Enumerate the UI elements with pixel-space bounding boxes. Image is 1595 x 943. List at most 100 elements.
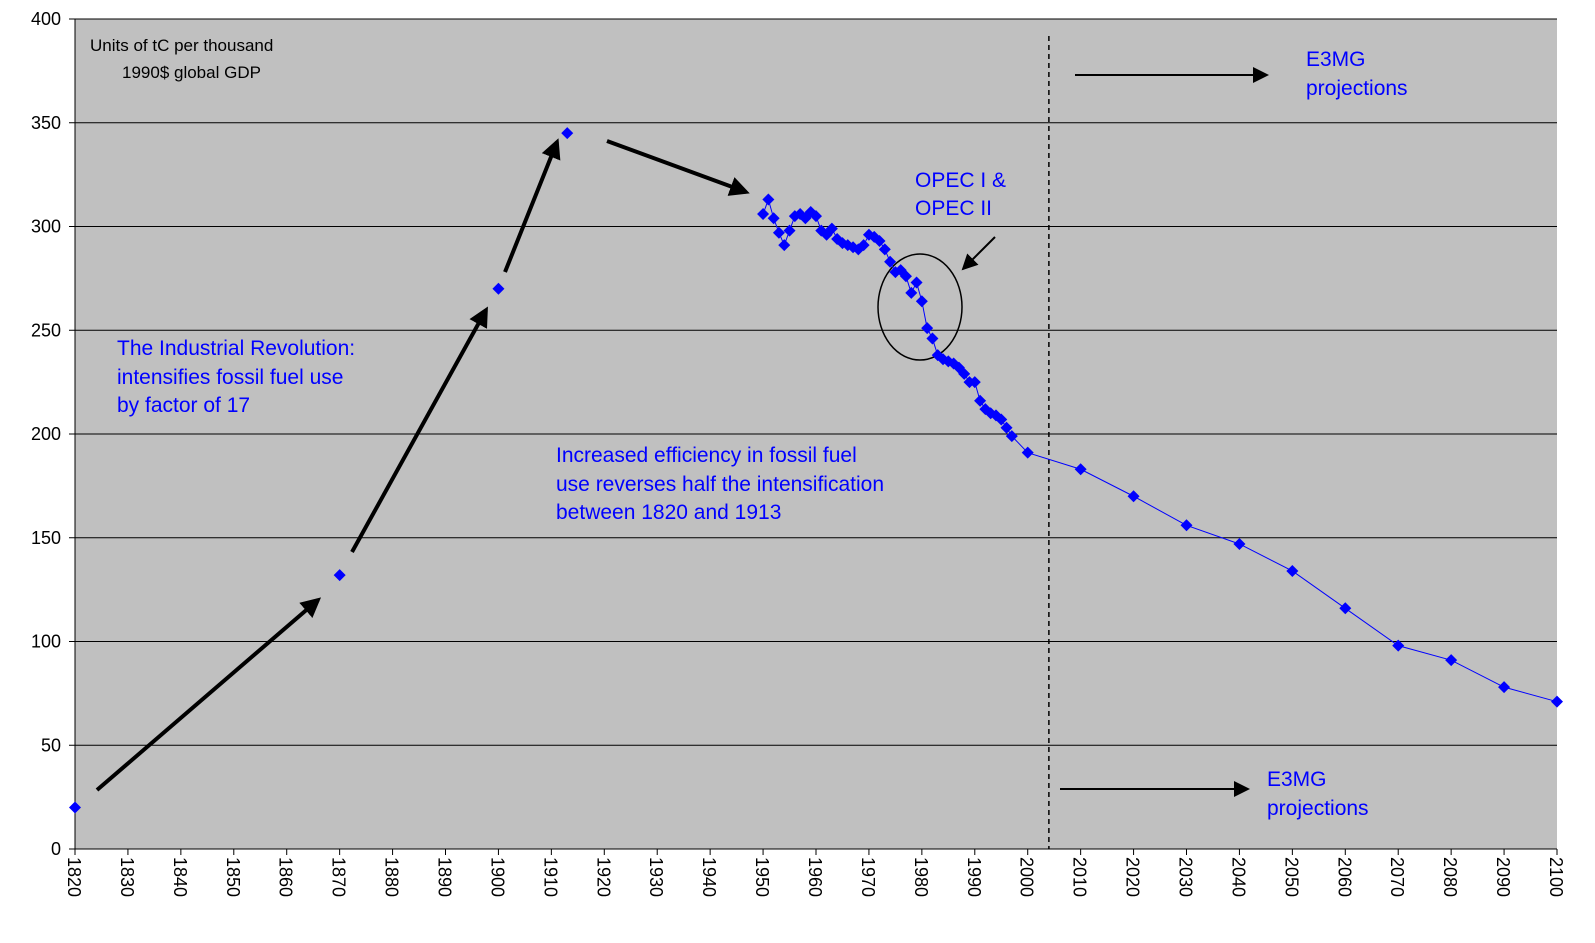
annotations: Units of tC per thousand 1990$ global GD… (90, 36, 1408, 820)
y-tick-label: 200 (31, 424, 61, 444)
data-point (884, 255, 897, 268)
y-tick-label: 0 (51, 839, 61, 859)
data-point (905, 286, 918, 299)
data-point (757, 208, 770, 221)
x-tick-label: 2030 (1176, 857, 1196, 897)
data-point (561, 127, 574, 140)
x-tick-label: 2100 (1546, 857, 1566, 897)
annotation: between 1820 and 1913 (556, 501, 781, 524)
data-point (958, 367, 971, 380)
annotation: intensifies fossil fuel use (117, 366, 343, 389)
arrow (350, 306, 488, 553)
x-tick-label: 1900 (487, 857, 507, 897)
data-point (915, 295, 928, 308)
data-point (995, 413, 1008, 426)
x-tick-label: 1990 (964, 857, 984, 897)
data-point (778, 239, 791, 252)
x-tick-label: 1870 (329, 857, 349, 897)
data-point (1498, 681, 1511, 694)
annotation: use reverses half the intensification (556, 473, 884, 496)
data-point (1233, 537, 1246, 550)
arrow (95, 597, 322, 792)
data-point (921, 322, 934, 335)
x-tick-label: 2020 (1123, 857, 1143, 897)
data-point (333, 569, 346, 582)
data-point (1339, 602, 1352, 615)
data-point (1127, 490, 1140, 503)
series-layer (69, 127, 1563, 814)
x-tick-label: 1830 (117, 857, 137, 897)
data-point (825, 222, 838, 235)
x-tick-label: 1940 (699, 857, 719, 897)
data-point (783, 224, 796, 237)
x-tick-label: 1970 (858, 857, 878, 897)
y-tick-label: 100 (31, 632, 61, 652)
annotation: E3MG (1267, 768, 1327, 791)
data-point (767, 212, 780, 225)
data-point (878, 243, 891, 256)
x-tick-label: 2000 (1017, 857, 1037, 897)
x-tick-label: 1980 (911, 857, 931, 897)
x-tick-label: 2090 (1493, 857, 1513, 897)
data-point (1180, 519, 1193, 532)
x-tick-label: 1820 (64, 857, 84, 897)
y-tick-label: 300 (31, 217, 61, 237)
y-tick-label: 400 (31, 9, 61, 29)
x-tick-label: 1890 (435, 857, 455, 897)
grid: 0 50 100 150 200 250 300 350 400 1820 1830 1840 1850… (31, 9, 1566, 897)
x-tick-label: 2070 (1387, 857, 1407, 897)
data-point (1021, 446, 1034, 459)
x-tick-label: 1950 (752, 857, 772, 897)
y-tick-label: 150 (31, 528, 61, 548)
data-point (1445, 654, 1458, 667)
annotation: Units of tC per thousand (90, 36, 273, 55)
annotation: 1990$ global GDP (122, 63, 261, 82)
data-point (772, 226, 785, 239)
annotation: projections (1267, 797, 1369, 820)
arrow (961, 236, 996, 271)
data-point (1005, 430, 1018, 443)
arrow (503, 138, 561, 273)
annotation: OPEC II (915, 197, 992, 220)
data-point (926, 332, 939, 345)
data-point (899, 270, 912, 283)
x-tick-label: 1850 (223, 857, 243, 897)
y-tick-label: 250 (31, 320, 61, 340)
data-point (857, 239, 870, 252)
opec-circle (877, 253, 963, 361)
data-point (974, 394, 987, 407)
data-point (1392, 639, 1405, 652)
x-tick-label: 1910 (540, 857, 560, 897)
data-point (69, 801, 81, 814)
y-tick-label: 350 (31, 113, 61, 133)
annotation: by factor of 17 (117, 394, 250, 417)
x-tick-label: 1920 (593, 857, 613, 897)
annotation: projections (1306, 77, 1408, 100)
annotation: E3MG (1306, 48, 1366, 71)
x-tick-label: 2040 (1228, 857, 1248, 897)
data-point (762, 193, 775, 206)
data-point (492, 282, 505, 295)
data-point (1551, 695, 1563, 708)
annotation: The Industrial Revolution: (117, 337, 355, 360)
data-point (1074, 463, 1087, 476)
annotation: Increased efficiency in fossil fuel (556, 444, 857, 467)
x-tick-label: 1930 (646, 857, 666, 897)
x-tick-label: 2080 (1440, 857, 1460, 897)
data-point (810, 210, 822, 223)
data-point (873, 235, 886, 248)
x-tick-label: 2050 (1281, 857, 1301, 897)
annotation: OPEC I & (915, 169, 1006, 192)
data-point (968, 376, 981, 389)
x-tick-label: 2060 (1334, 857, 1354, 897)
arrow (606, 139, 750, 196)
x-tick-label: 1860 (276, 857, 296, 897)
annotation-arrows (95, 67, 1269, 797)
x-tick-label: 2010 (1070, 857, 1090, 897)
y-tick-label: 50 (41, 735, 61, 755)
x-tick-label: 1880 (382, 857, 402, 897)
data-point (1286, 564, 1299, 577)
x-tick-label: 1960 (805, 857, 825, 897)
